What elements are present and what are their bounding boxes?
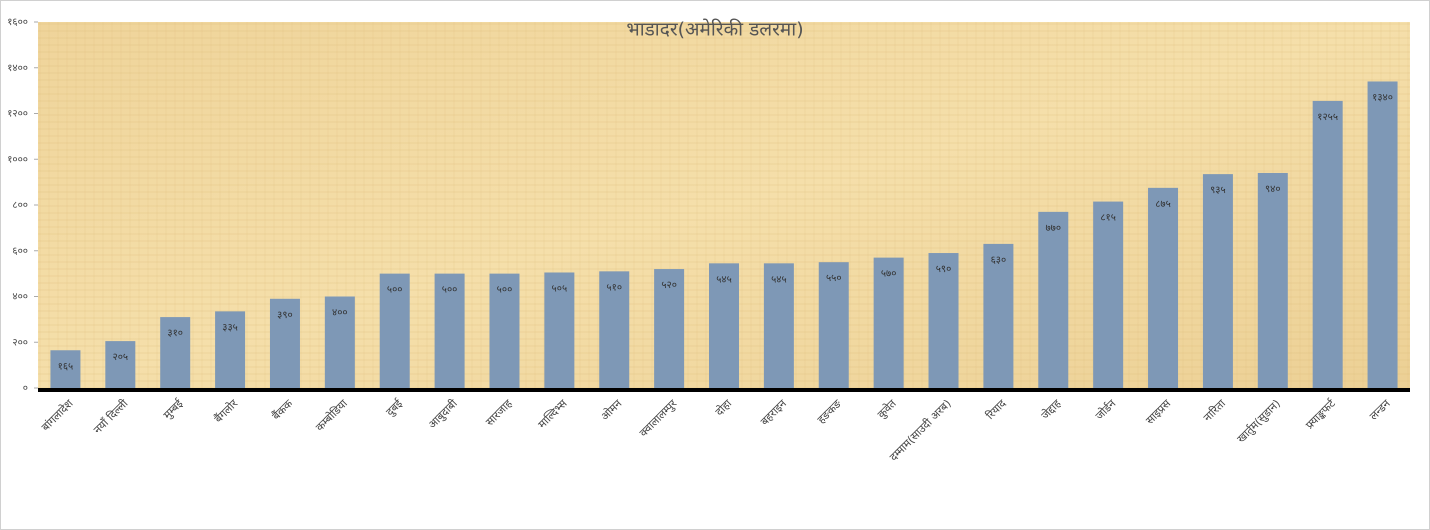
value-label: ५००	[497, 285, 513, 296]
bar	[873, 257, 904, 388]
bar	[105, 341, 136, 388]
value-label: ६३०	[991, 255, 1007, 266]
y-tick-label: ८००	[12, 200, 28, 211]
bar	[1038, 211, 1069, 388]
value-label: ५२०	[661, 280, 677, 291]
value-label: ५१०	[606, 282, 622, 293]
value-label: १२५५	[1317, 112, 1338, 123]
bar	[50, 350, 81, 388]
value-label: ५००	[387, 285, 403, 296]
bar	[160, 317, 191, 388]
y-tick-label: १०००	[7, 154, 28, 165]
bar	[324, 296, 355, 388]
bar	[1312, 100, 1343, 388]
value-label: ९४०	[1265, 184, 1281, 195]
value-label: ८७५	[1155, 199, 1171, 210]
bar	[654, 269, 685, 388]
y-tick-label: १६००	[7, 17, 28, 28]
value-label: ८१५	[1100, 213, 1116, 224]
bar	[709, 263, 739, 388]
y-tick-label: ०	[23, 383, 28, 394]
value-label: ७७०	[1045, 223, 1061, 234]
bar	[1367, 81, 1398, 388]
bar	[379, 273, 410, 388]
bar	[1093, 201, 1124, 388]
bar	[1202, 174, 1233, 388]
bar	[599, 271, 630, 388]
bar	[1257, 172, 1288, 388]
value-label: ३१०	[167, 328, 183, 339]
chart-title: भाडादर(अमेरिकी डलरमा)	[626, 18, 803, 41]
bar	[763, 263, 794, 388]
bar	[928, 253, 959, 388]
value-label: १६५	[58, 361, 74, 372]
bar	[489, 273, 520, 388]
bar	[983, 243, 1014, 388]
bar	[1148, 187, 1179, 388]
value-label: ५४५	[771, 274, 787, 285]
value-label: ३३५	[222, 322, 238, 333]
value-label: ५४५	[716, 274, 732, 285]
y-tick-label: २००	[12, 337, 28, 348]
bar	[215, 311, 246, 388]
y-tick-label: ६००	[12, 246, 28, 257]
y-tick-label: १४००	[7, 63, 28, 74]
value-label: १३४०	[1372, 92, 1393, 103]
value-label: ४००	[332, 308, 348, 319]
y-tick-label: १२००	[7, 109, 28, 120]
bar	[818, 262, 849, 388]
bar	[269, 298, 300, 388]
bar	[434, 273, 465, 388]
value-label: ५९०	[936, 264, 952, 275]
value-label: २०५	[113, 352, 129, 363]
y-tick-label: ४००	[12, 292, 28, 303]
value-label: ५७०	[881, 269, 897, 280]
value-label: ९३५	[1210, 185, 1226, 196]
value-label: ५०५	[552, 283, 568, 294]
value-label: ५००	[442, 285, 458, 296]
value-label: ३९०	[277, 310, 293, 321]
bar	[544, 272, 575, 388]
value-label: ५५०	[826, 273, 842, 284]
